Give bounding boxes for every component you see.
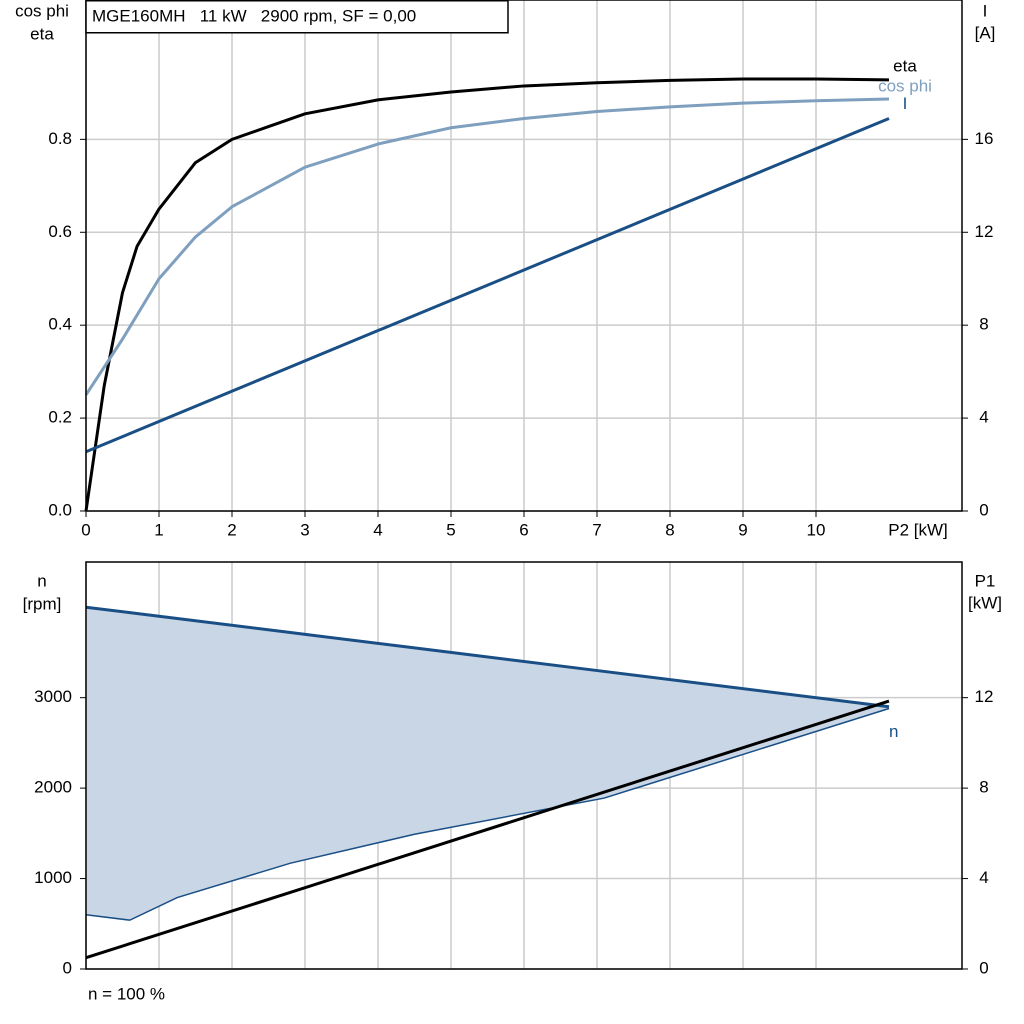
series-label: eta	[893, 56, 917, 75]
series-line	[84, 97, 890, 396]
x-tick-label: 5	[446, 520, 455, 539]
x-tick-label: 7	[592, 520, 601, 539]
y-axis-label: cos phi	[15, 1, 69, 20]
y2-tick-label: 0	[979, 958, 988, 977]
x-tick-label: 1	[154, 520, 163, 539]
y2-tick-label: 4	[979, 408, 988, 427]
lower-line	[85, 707, 890, 921]
y2-tick-label: 8	[979, 778, 988, 797]
annotation: n = 100 %	[88, 984, 165, 1003]
band-area	[86, 607, 889, 921]
plot-frame	[85, 0, 963, 512]
upper-line	[85, 605, 890, 709]
y-tick-label: 0.6	[48, 222, 72, 241]
series-line	[85, 117, 890, 454]
x-tick-label: 8	[665, 520, 674, 539]
title-box	[85, 0, 509, 34]
x-tick-label: 0	[81, 520, 90, 539]
y2-tick-label: 0	[979, 500, 988, 519]
plot-frame	[85, 561, 963, 970]
y2-tick-label: 16	[975, 129, 994, 148]
series-line	[85, 699, 890, 960]
x-tick-label: 6	[519, 520, 528, 539]
y2-tick-label: 12	[975, 222, 994, 241]
x-tick-label: 4	[373, 520, 382, 539]
x-tick-label: 2	[227, 520, 236, 539]
y2-axis-label: I	[983, 1, 988, 20]
y-tick-label: 0	[63, 958, 72, 977]
series-label: I	[903, 94, 908, 113]
y2-tick-label: 8	[979, 315, 988, 334]
y-axis-label: n	[37, 571, 46, 590]
series-line	[84, 77, 890, 512]
y2-axis-label: [A]	[975, 23, 996, 42]
y-tick-label: 0.4	[48, 315, 72, 334]
y-axis-label: [rpm]	[23, 594, 62, 613]
y2-tick-label: 4	[979, 868, 988, 887]
x-tick-label: 3	[300, 520, 309, 539]
y2-axis-label: P1	[975, 571, 996, 590]
series-label: n	[889, 722, 898, 741]
y2-tick-label: 12	[975, 687, 994, 706]
series-label: cos phi	[878, 76, 932, 95]
y-tick-label: 2000	[34, 778, 72, 797]
x-tick-label: 9	[738, 520, 747, 539]
x-tick-label: 10	[807, 520, 826, 539]
y-tick-label: 0.0	[48, 500, 72, 519]
y-tick-label: 0.8	[48, 129, 72, 148]
x-axis-label: P2 [kW]	[888, 520, 948, 539]
chart-title: MGE160MH 11 kW 2900 rpm, SF = 0,00	[92, 6, 416, 25]
y-tick-label: 3000	[34, 687, 72, 706]
y2-axis-label: [kW]	[968, 593, 1002, 612]
y-tick-label: 1000	[34, 868, 72, 887]
y-axis-label: eta	[30, 24, 54, 43]
y-tick-label: 0.2	[48, 408, 72, 427]
